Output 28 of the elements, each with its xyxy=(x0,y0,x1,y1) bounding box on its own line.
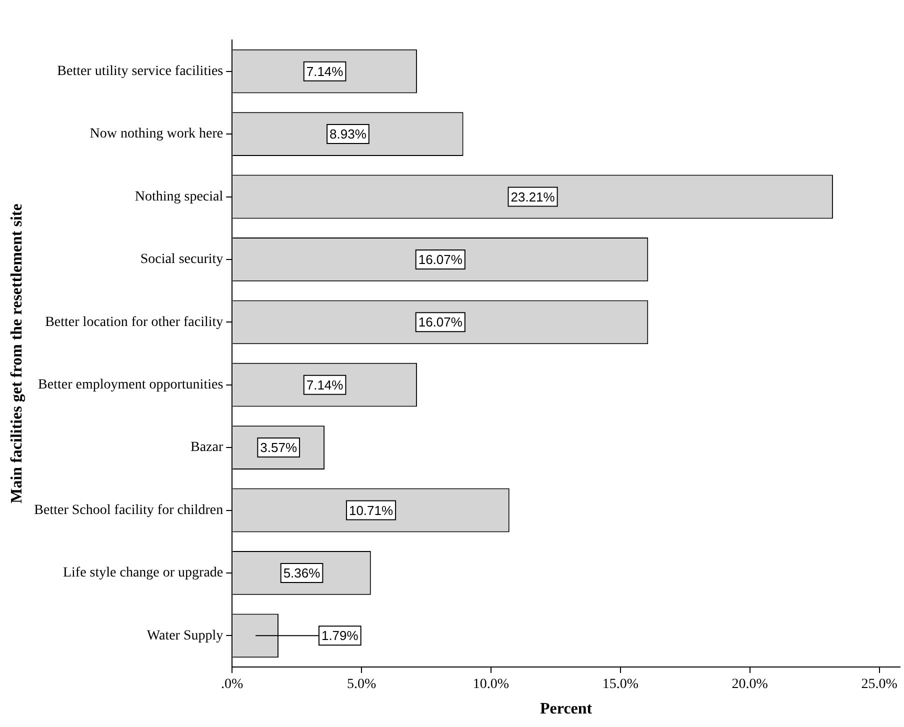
y-tick-label: Now nothing work here xyxy=(90,126,224,142)
data-label: 5.36% xyxy=(283,566,321,581)
y-tick-label: Better School facility for children xyxy=(34,502,224,518)
y-axis-title: Main facilities get from the resettlement site xyxy=(8,204,26,504)
data-label: 8.93% xyxy=(330,126,367,142)
y-tick-label: Better employment opportunities xyxy=(38,378,224,393)
y-tick-label: Social security xyxy=(140,252,224,268)
y-tick-label: Life style change or upgrade xyxy=(62,566,224,581)
y-tick-label: Bazar xyxy=(190,440,224,456)
x-tick-label: 15.0% xyxy=(602,677,639,692)
data-label: 7.14% xyxy=(306,64,344,79)
data-label: 16.07% xyxy=(418,314,463,330)
data-label: 16.07% xyxy=(418,252,463,268)
x-tick-label: .0% xyxy=(221,677,244,692)
y-tick-label: Nothing special xyxy=(134,189,224,204)
y-tick-label: Better location for other facility xyxy=(45,314,224,330)
x-axis-title: Percent xyxy=(540,700,593,718)
y-tick-label: Better utility service facilities xyxy=(57,64,224,80)
data-label: 7.14% xyxy=(306,377,344,392)
data-label: 23.21% xyxy=(510,189,556,204)
x-tick-label: 20.0% xyxy=(732,677,768,692)
x-tick-label: 10.0% xyxy=(472,677,510,692)
data-label: 3.57% xyxy=(260,440,298,456)
x-tick-label: 25.0% xyxy=(861,677,898,692)
data-label: 10.71% xyxy=(348,502,394,518)
data-label: 1.79% xyxy=(321,628,359,644)
y-tick-label: Water Supply xyxy=(146,628,224,644)
x-tick-label: 5.0% xyxy=(346,677,376,692)
